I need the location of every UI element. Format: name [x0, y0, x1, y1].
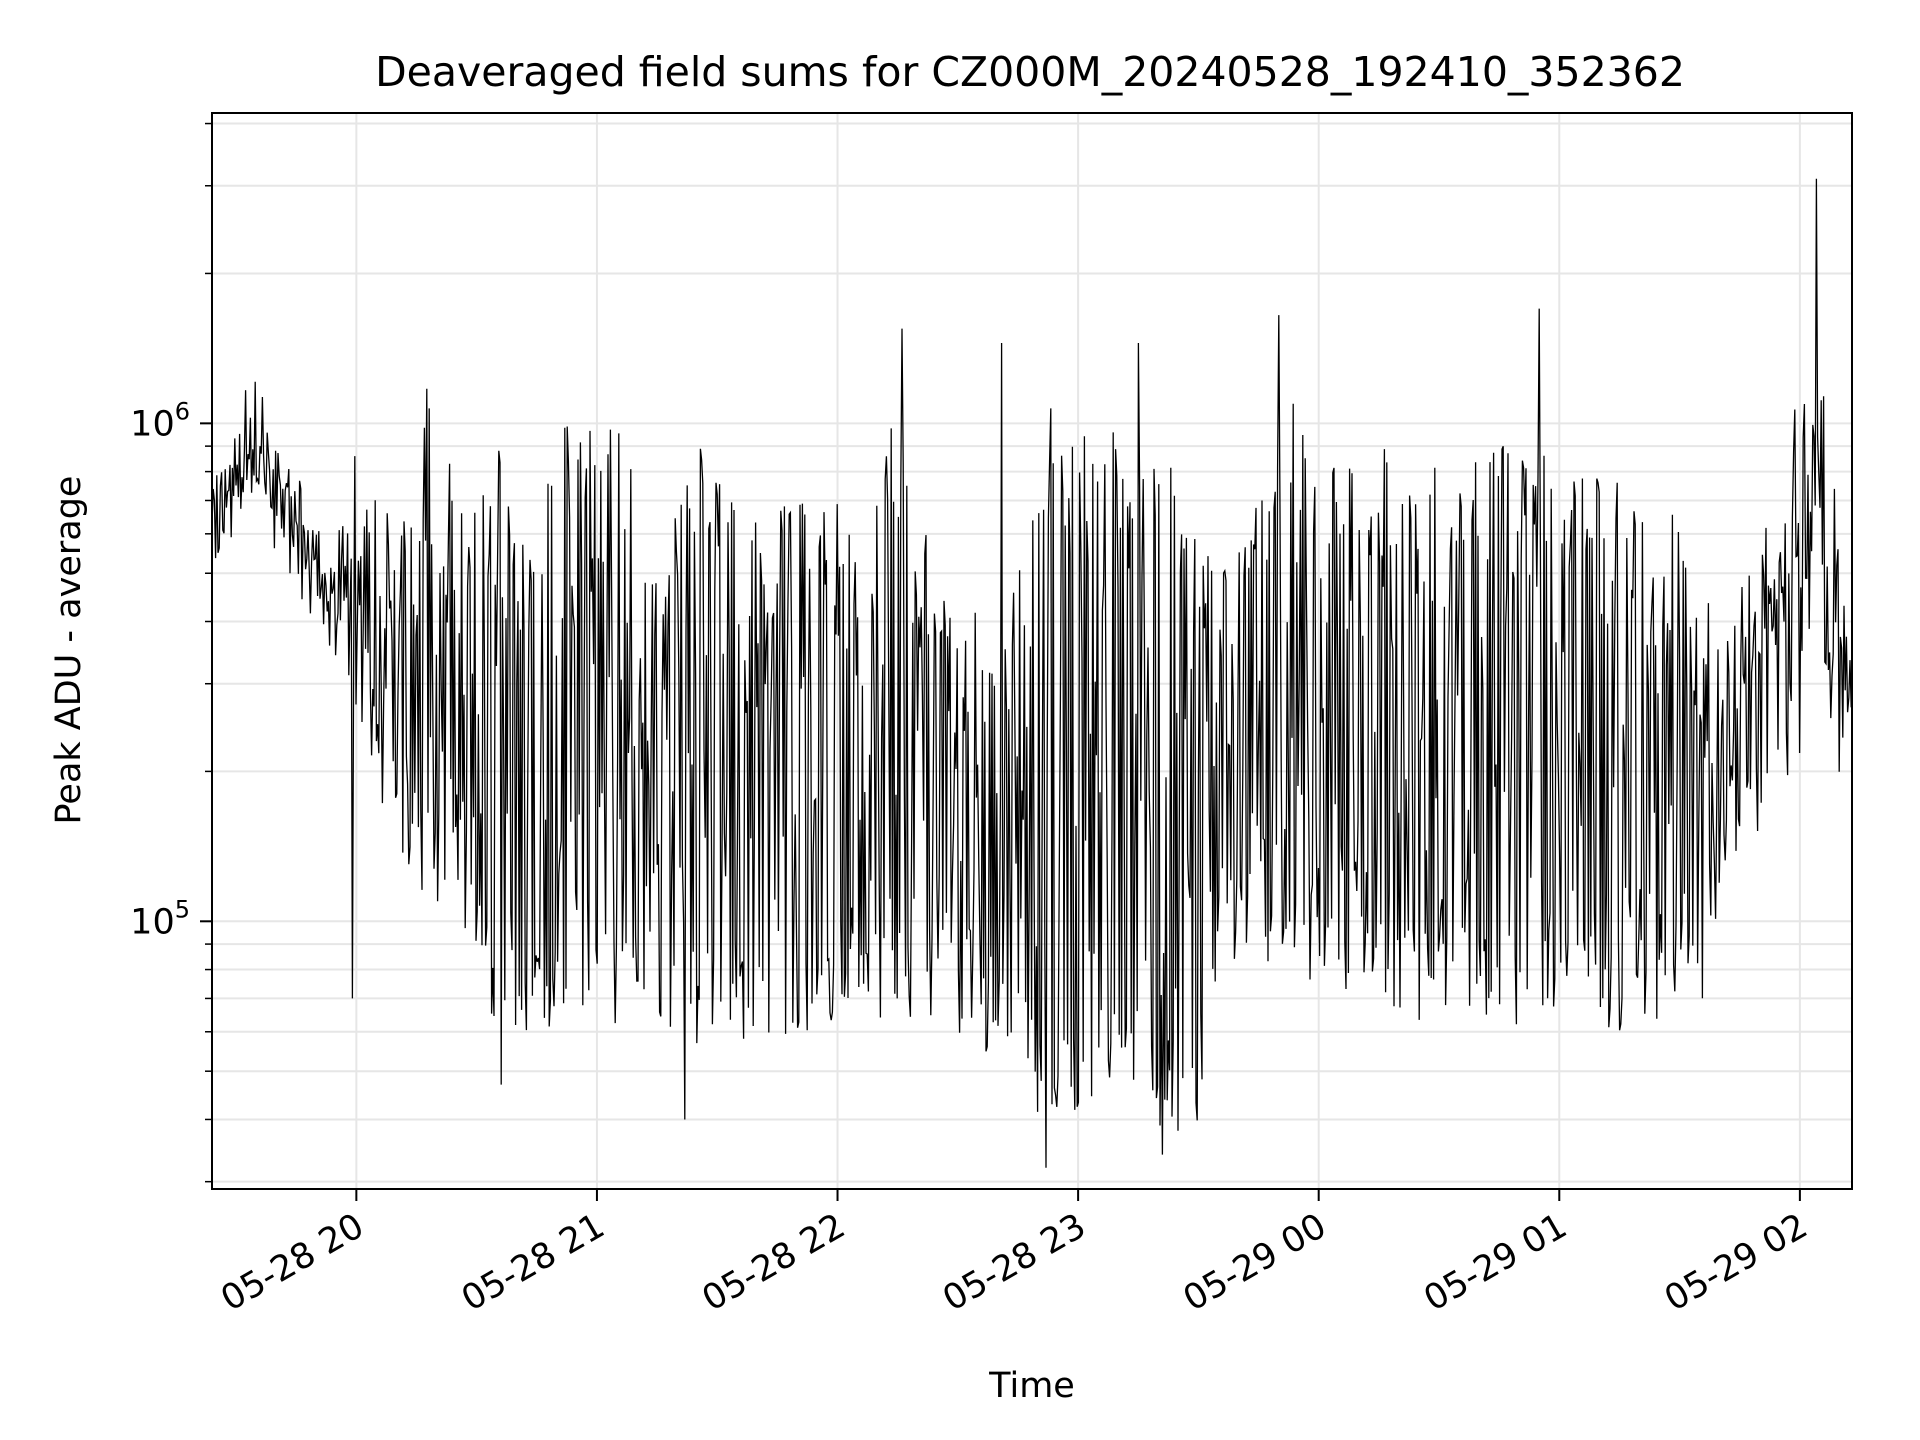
y-tick-label: 106 — [130, 397, 190, 444]
data-series-line — [211, 178, 1852, 1168]
x-axis-label: Time — [988, 1366, 1075, 1406]
x-tick-label: 05-28 21 — [455, 1206, 611, 1319]
y-axis-label: Peak ADU - average — [49, 476, 89, 825]
x-tick-label: 05-28 22 — [696, 1206, 852, 1319]
x-axis: 05-28 20 05-28 21 05-28 22 05-28 23 05-29 00… — [215, 1189, 1814, 1319]
chart-title: Deaveraged field sums for CZ000M_2024052… — [375, 48, 1685, 96]
y-tick-label: 105 — [130, 895, 190, 942]
x-tick-label: 05-28 23 — [936, 1206, 1092, 1319]
plot-frame — [211, 112, 1853, 1190]
y-axis: 105 106 — [130, 122, 212, 1183]
x-tick-label: 05-29 01 — [1417, 1206, 1573, 1319]
x-tick-label: 05-28 20 — [215, 1206, 371, 1319]
series-line — [211, 178, 1852, 1168]
x-tick-label: 05-29 00 — [1177, 1206, 1333, 1319]
x-tick-label: 05-29 02 — [1658, 1206, 1814, 1319]
